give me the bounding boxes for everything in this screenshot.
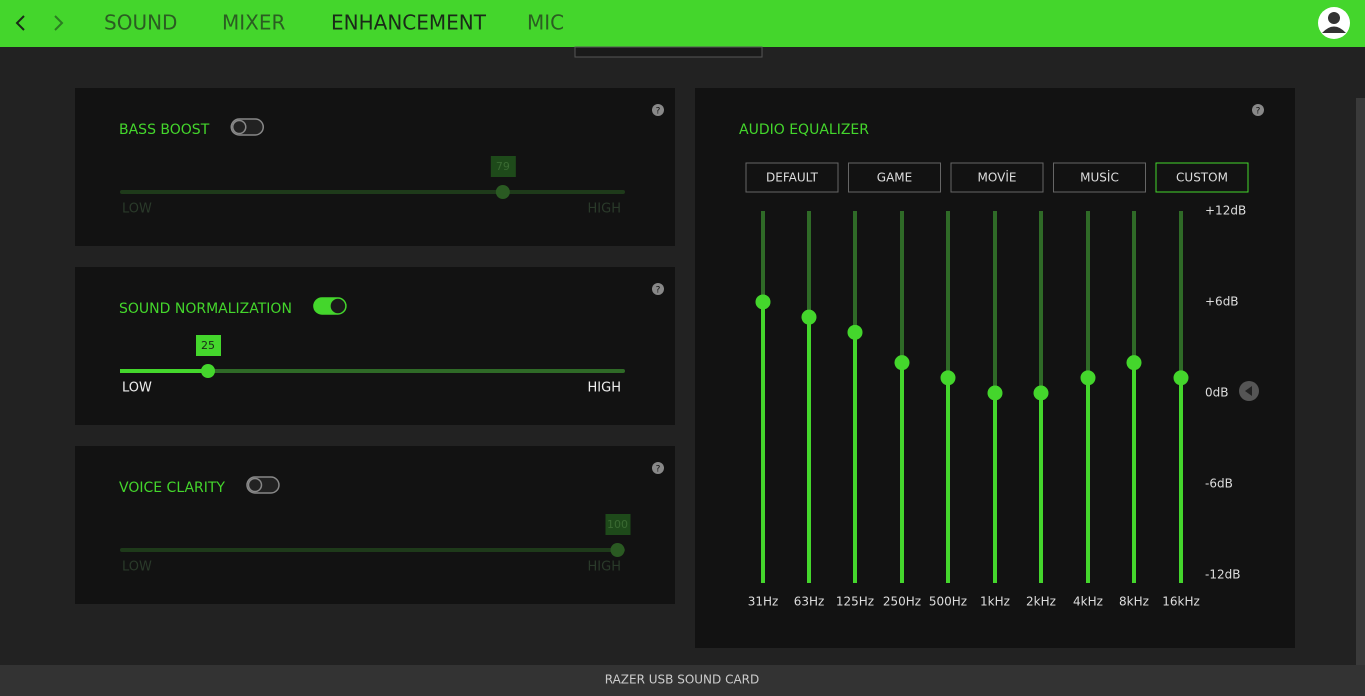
panel-title: BASS BOOST — [119, 122, 210, 138]
eq-fill — [1132, 362, 1136, 583]
value-bubble — [605, 514, 631, 535]
band-label: 63Hz — [794, 595, 825, 609]
nav-tab[interactable]: ENHANCEMENT — [331, 11, 487, 35]
eq-fill — [807, 317, 811, 583]
panel — [75, 446, 675, 604]
back-button[interactable] — [15, 15, 25, 31]
svg-text:?: ? — [1256, 107, 1261, 117]
nav-tab[interactable]: MIXER — [222, 11, 285, 35]
avatar[interactable] — [1318, 7, 1350, 39]
device-name: RAZER USB SOUND CARD — [605, 673, 760, 687]
panel — [75, 88, 675, 246]
eq-knob[interactable] — [801, 309, 817, 325]
panel-title: VOICE CLARITY — [119, 480, 225, 496]
eq-knob[interactable] — [894, 355, 910, 371]
value-bubble — [490, 156, 516, 177]
eq-knob[interactable] — [1173, 370, 1189, 386]
help-icon[interactable]: ? — [1252, 104, 1264, 117]
band-label: 31Hz — [748, 595, 779, 609]
eq-fill — [853, 332, 857, 583]
slider-fill — [120, 369, 208, 373]
high-label: HIGH — [588, 560, 621, 575]
band-label: 8kHz — [1119, 595, 1149, 609]
eq-fill — [993, 393, 997, 583]
high-label: HIGH — [588, 202, 621, 217]
value-bubble — [196, 335, 221, 356]
high-label: HIGH — [588, 381, 621, 396]
band-label: 500Hz — [929, 595, 967, 609]
db-label: +6dB — [1205, 294, 1239, 308]
low-label: LOW — [122, 381, 152, 396]
help-icon[interactable] — [652, 462, 664, 474]
preset-label: GAME — [877, 171, 912, 185]
nav-tab[interactable]: MIC — [527, 11, 564, 35]
help-mark: ? — [656, 107, 661, 117]
eq-knob[interactable] — [1126, 355, 1142, 371]
db-label: 0dB — [1205, 386, 1228, 400]
preset-label: MOVİE — [978, 170, 1017, 185]
eq-fill — [900, 362, 904, 583]
toggle-knob — [232, 119, 247, 135]
slider-knob[interactable] — [495, 185, 510, 199]
eq-knob[interactable] — [940, 370, 956, 386]
preset-button[interactable] — [848, 162, 941, 193]
band-label: 16kHz — [1162, 595, 1200, 609]
db-label: -12dB — [1205, 568, 1240, 582]
eq-fill — [1039, 393, 1043, 583]
eq-knob[interactable] — [1080, 370, 1096, 386]
preset-button[interactable] — [1053, 162, 1146, 193]
slider-value: 100 — [607, 518, 628, 531]
db-label: -6dB — [1205, 477, 1233, 491]
band-label: 125Hz — [836, 595, 874, 609]
slider-track[interactable] — [120, 190, 625, 194]
footer-bar — [0, 665, 1365, 696]
preset-button[interactable] — [745, 162, 839, 193]
eq-fill — [946, 377, 950, 583]
preset-label: MUSİC — [1080, 170, 1119, 185]
reset-button[interactable] — [1239, 381, 1259, 401]
help-mark: ? — [656, 286, 661, 296]
eq-fill — [1179, 377, 1183, 583]
slider-value: 25 — [201, 339, 215, 352]
help-mark: ? — [656, 465, 661, 475]
nav-tab[interactable]: SOUND — [104, 11, 177, 35]
band-label: 1kHz — [980, 595, 1010, 609]
low-label: LOW — [122, 560, 152, 575]
panel — [75, 267, 675, 425]
band-label: 4kHz — [1073, 595, 1103, 609]
toggle-knob — [330, 298, 346, 314]
eq-knob[interactable] — [1033, 385, 1049, 401]
band-label: 250Hz — [883, 595, 921, 609]
preset-label: CUSTOM — [1176, 171, 1228, 185]
panel-title: SOUND NORMALIZATION — [119, 301, 292, 317]
eq-fill — [761, 301, 765, 583]
slider-value: 79 — [496, 160, 510, 173]
help-icon[interactable] — [652, 283, 664, 295]
low-label: LOW — [122, 202, 152, 217]
toggle-knob — [247, 477, 263, 493]
db-label: +12dB — [1205, 203, 1246, 217]
band-label: 2kHz — [1026, 595, 1056, 609]
slider-track[interactable] — [120, 369, 625, 373]
device-dropdown[interactable] — [574, 46, 763, 58]
preset-label: DEFAULT — [766, 171, 819, 185]
slider-track[interactable] — [120, 548, 625, 552]
forward-button[interactable] — [54, 15, 64, 31]
top-bar — [0, 0, 1365, 47]
slider-knob[interactable] — [201, 364, 215, 378]
slider-knob[interactable] — [610, 543, 625, 557]
eq-knob[interactable] — [987, 385, 1003, 401]
scrollbar[interactable] — [1356, 98, 1365, 665]
preset-button[interactable] — [950, 162, 1044, 193]
eq-fill — [1086, 377, 1090, 583]
eq-title: AUDIO EQUALIZER — [739, 122, 869, 138]
eq-knob[interactable] — [847, 324, 863, 340]
eq-knob[interactable] — [755, 294, 771, 310]
help-icon[interactable] — [652, 104, 664, 116]
preset-button[interactable] — [1155, 162, 1249, 193]
